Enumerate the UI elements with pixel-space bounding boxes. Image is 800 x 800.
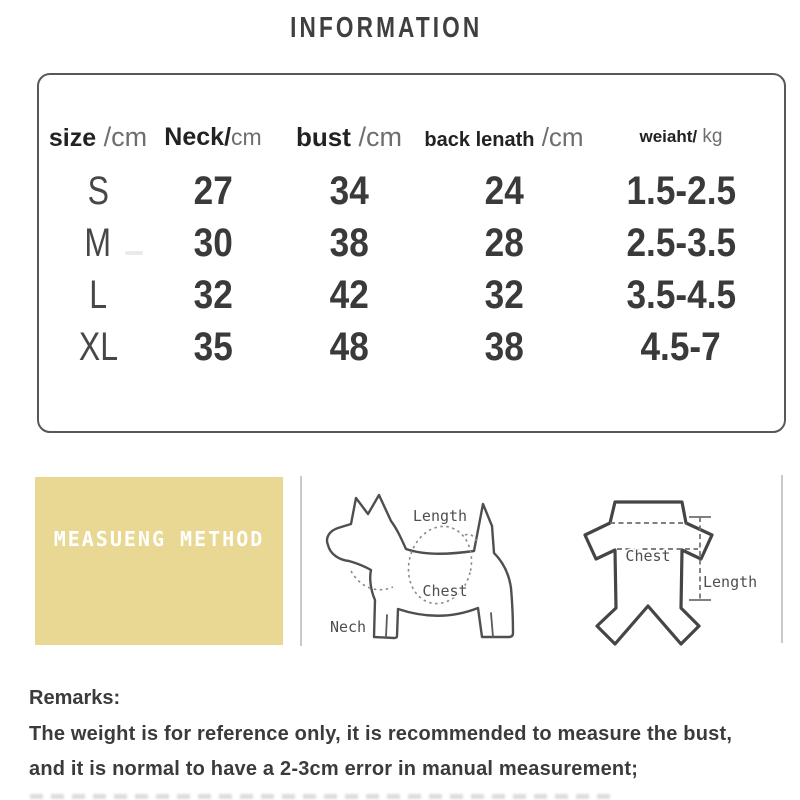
header-main: size xyxy=(48,123,97,152)
header-unit: /cm xyxy=(96,121,148,152)
remarks-line-2: and it is normal to have a 2-3cm error i… xyxy=(29,758,639,780)
table-cell-size: L xyxy=(39,273,157,318)
column-header-weight: weiaht/ kg xyxy=(579,126,783,148)
dog-neck-dashed-line xyxy=(350,570,394,591)
table-cell-weight: 2.5-3.5 xyxy=(579,221,783,266)
bust-value: 42 xyxy=(329,272,369,317)
table-cell-back-length: 38 xyxy=(429,325,579,370)
page-title-wrap: INFORMATION xyxy=(0,12,800,45)
table-cell-neck: 35 xyxy=(157,325,269,370)
measuring-method-label: MEASUENG METHOD xyxy=(53,527,265,551)
column-header-back-length: back lenath /cm xyxy=(424,122,583,153)
header-main: back lenath xyxy=(424,128,535,151)
size-value: M xyxy=(84,220,112,265)
table-cell-size: S xyxy=(39,169,157,214)
header-unit: cm xyxy=(231,123,262,150)
size-value: XL xyxy=(78,324,118,369)
dog-outline xyxy=(325,493,515,640)
remarks-section: Remarks: The weight is for reference onl… xyxy=(29,687,732,787)
header-unit: /cm xyxy=(350,121,402,152)
back-length-value: 28 xyxy=(484,220,524,265)
table-cell-back-length: 32 xyxy=(429,273,579,318)
column-header-neck: Neck/cm xyxy=(157,123,269,152)
remarks-line-1: The weight is for reference only, it is … xyxy=(29,723,733,745)
column-header-size: size /cm xyxy=(39,122,157,153)
header-main: bust xyxy=(296,121,351,152)
back-length-value: 38 xyxy=(484,324,524,369)
dog-chest-label: Chest xyxy=(422,582,467,600)
garment-measurement-diagram: Chest Length xyxy=(583,500,759,646)
header-main: Neck/ xyxy=(164,122,232,151)
table-cell-back-length: 28 xyxy=(429,221,579,266)
table-cell-bust: 42 xyxy=(269,273,429,318)
weight-value: 1.5-2.5 xyxy=(626,168,736,213)
table-row-xl: XL 35 48 38 4.5-7 xyxy=(39,321,784,373)
table-cell-size: XL xyxy=(39,325,157,370)
table-header-row: size /cm Neck/cm bust /cm back lenath /c… xyxy=(39,109,784,165)
table-cell-bust: 38 xyxy=(269,221,429,266)
size-value: L xyxy=(89,272,107,317)
table-cell-size: M xyxy=(39,221,157,266)
vertical-divider-right xyxy=(781,475,783,643)
dog-neck-label: Nech xyxy=(330,618,366,636)
bust-value: 38 xyxy=(329,220,369,265)
neck-value: 30 xyxy=(193,220,233,265)
weight-value: 2.5-3.5 xyxy=(626,220,736,265)
weight-value: 3.5-4.5 xyxy=(626,272,736,317)
size-table-panel: size /cm Neck/cm bust /cm back lenath /c… xyxy=(37,73,786,433)
garment-length-label: Length xyxy=(703,573,757,591)
back-length-value: 24 xyxy=(484,168,524,213)
neck-value: 27 xyxy=(193,168,233,213)
bust-value: 34 xyxy=(329,168,369,213)
header-unit: /cm xyxy=(534,121,584,152)
scan-artifact xyxy=(125,251,143,255)
table-cell-bust: 48 xyxy=(269,325,429,370)
table-cell-neck: 32 xyxy=(157,273,269,318)
weight-value: 4.5-7 xyxy=(640,324,722,369)
table-cell-bust: 34 xyxy=(269,169,429,214)
bust-value: 48 xyxy=(329,324,369,369)
table-cell-neck: 27 xyxy=(157,169,269,214)
table-cell-weight: 1.5-2.5 xyxy=(579,169,783,214)
dog-front-leg-inner-line xyxy=(385,614,388,638)
dog-length-label: Length xyxy=(413,507,467,525)
header-main: weiaht/ xyxy=(639,127,698,146)
page-title: INFORMATION xyxy=(289,12,483,44)
measuring-method-badge: MEASUENG METHOD xyxy=(35,477,283,645)
back-length-value: 32 xyxy=(484,272,524,317)
remarks-heading: Remarks: xyxy=(29,687,121,709)
garment-chest-label: Chest xyxy=(625,547,670,565)
cutoff-text-strip xyxy=(30,794,615,799)
dog-back-length-dashed-line xyxy=(464,533,479,545)
size-value: S xyxy=(87,168,109,213)
table-cell-neck: 30 xyxy=(157,221,269,266)
table-row-m: M 30 38 28 2.5-3.5 xyxy=(39,217,784,269)
neck-value: 32 xyxy=(193,272,233,317)
header-unit: kg xyxy=(697,126,723,147)
dog-rear-leg-inner-line xyxy=(490,612,494,638)
table-row-l: L 32 42 32 3.5-4.5 xyxy=(39,269,784,321)
dog-measurement-diagram: Length Chest Nech xyxy=(325,493,515,640)
vertical-divider-left xyxy=(300,476,302,646)
neck-value: 35 xyxy=(193,324,233,369)
table-cell-weight: 3.5-4.5 xyxy=(579,273,783,318)
table-cell-back-length: 24 xyxy=(429,169,579,214)
column-header-bust: bust /cm xyxy=(269,122,429,153)
table-cell-weight: 4.5-7 xyxy=(579,325,783,370)
garment-outline xyxy=(583,500,714,646)
table-row-s: S 27 34 24 1.5-2.5 xyxy=(39,165,784,217)
